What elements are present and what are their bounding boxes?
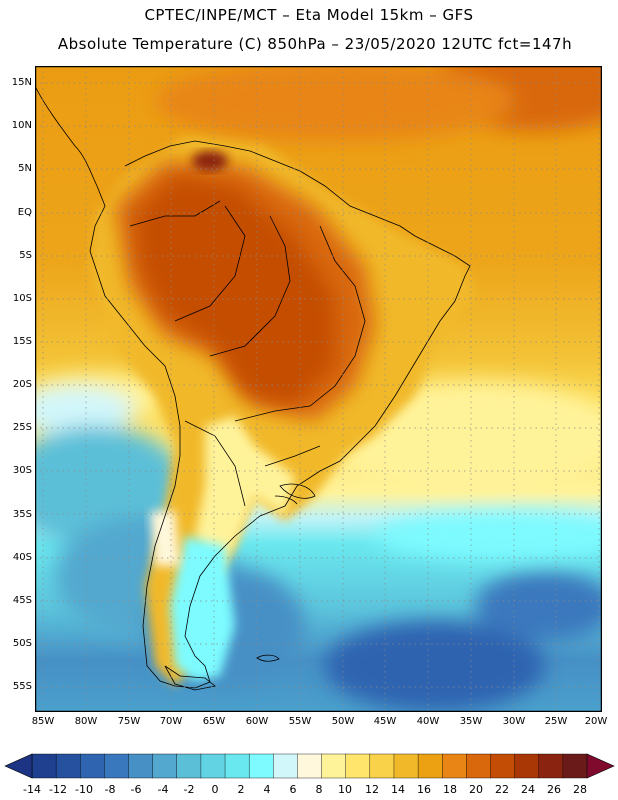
colorbar-label: 16 bbox=[417, 783, 431, 796]
colorbar-swatch bbox=[55, 753, 81, 779]
colorbar-swatch bbox=[417, 753, 443, 779]
colorbar bbox=[4, 753, 615, 779]
colorbar-label: 12 bbox=[365, 783, 379, 796]
lat-label: 55S bbox=[12, 681, 32, 692]
lat-label: 40S bbox=[12, 552, 32, 563]
colorbar-swatch bbox=[297, 753, 323, 779]
lon-label: 55W bbox=[288, 716, 312, 727]
colorbar-label: 18 bbox=[443, 783, 457, 796]
lat-label: 10N bbox=[11, 120, 32, 131]
lon-label: 75W bbox=[117, 716, 141, 727]
colorbar-swatch bbox=[273, 753, 298, 779]
lat-label: 45S bbox=[12, 595, 32, 606]
lon-label: 30W bbox=[502, 716, 526, 727]
colorbar-swatch bbox=[538, 753, 564, 779]
lon-label: 40W bbox=[416, 716, 440, 727]
lon-label: 85W bbox=[31, 716, 55, 727]
colorbar-swatch bbox=[80, 753, 105, 779]
colorbar-label: -10 bbox=[75, 783, 93, 796]
lat-label: 5S bbox=[19, 250, 32, 261]
colorbar-label: 2 bbox=[237, 783, 245, 796]
colorbar-label: 10 bbox=[338, 783, 352, 796]
colorbar-label: 4 bbox=[263, 783, 271, 796]
colorbar-label: 24 bbox=[521, 783, 535, 796]
colorbar-label: 14 bbox=[391, 783, 405, 796]
colorbar-label: 8 bbox=[315, 783, 323, 796]
colorbar-under-arrow bbox=[4, 753, 33, 779]
lat-label: 35S bbox=[12, 509, 32, 520]
colorbar-swatch bbox=[248, 753, 274, 779]
colorbar-swatch bbox=[152, 753, 178, 779]
lon-label: 25W bbox=[544, 716, 568, 727]
coastlines bbox=[35, 85, 471, 691]
lat-label: 20S bbox=[12, 379, 32, 390]
colorbar-swatch bbox=[224, 753, 250, 779]
colorbar-label: -6 bbox=[130, 783, 142, 796]
lon-label: 65W bbox=[202, 716, 226, 727]
lat-label: 10S bbox=[12, 293, 32, 304]
lon-label: 50W bbox=[331, 716, 355, 727]
colorbar-swatch bbox=[345, 753, 371, 779]
title-model-run: CPTEC/INPE/MCT – Eta Model 15km – GFS bbox=[144, 6, 474, 24]
map-border bbox=[35, 66, 602, 712]
colorbar-swatch bbox=[490, 753, 516, 779]
lat-label: 15S bbox=[12, 336, 32, 347]
graticule-lines bbox=[35, 66, 602, 712]
colorbar-label: -14 bbox=[23, 783, 41, 796]
lat-label: 25S bbox=[12, 422, 32, 433]
lat-label: 50S bbox=[12, 638, 32, 649]
colorbar-swatch bbox=[128, 753, 154, 779]
lon-label: 70W bbox=[159, 716, 183, 727]
lat-label: 15N bbox=[11, 77, 32, 88]
lat-label: 5N bbox=[18, 163, 32, 174]
colorbar-swatch bbox=[466, 753, 491, 779]
colorbar-swatch bbox=[514, 753, 540, 779]
colorbar-swatch bbox=[200, 753, 226, 779]
colorbar-label: -2 bbox=[183, 783, 195, 796]
colorbar-swatch bbox=[104, 753, 130, 779]
colorbar-label: 28 bbox=[573, 783, 587, 796]
colorbar-swatch bbox=[31, 753, 57, 779]
colorbar-swatch bbox=[393, 753, 419, 779]
colorbar-label: 26 bbox=[547, 783, 561, 796]
colorbar-label: -8 bbox=[104, 783, 116, 796]
colorbar-label: -12 bbox=[49, 783, 67, 796]
colorbar-label: 20 bbox=[469, 783, 483, 796]
colorbar-label: -4 bbox=[157, 783, 169, 796]
lon-label: 45W bbox=[373, 716, 397, 727]
south-america-landmass bbox=[90, 136, 475, 686]
lon-label: 60W bbox=[245, 716, 269, 727]
colorbar-label: 0 bbox=[211, 783, 219, 796]
colorbar-swatch bbox=[369, 753, 395, 779]
south-atlantic-cold-pool bbox=[325, 621, 545, 711]
colorbar-over-arrow bbox=[586, 753, 615, 779]
title-variable: Absolute Temperature (C) 850hPa – 23/05/… bbox=[57, 35, 573, 53]
lat-label: EQ bbox=[17, 207, 32, 218]
temperature-map bbox=[35, 66, 602, 712]
colorbar-swatch bbox=[321, 753, 347, 779]
colorbar-swatch bbox=[562, 753, 588, 779]
colorbar-label: 22 bbox=[495, 783, 509, 796]
lon-label: 80W bbox=[74, 716, 98, 727]
colorbar-swatch bbox=[176, 753, 202, 779]
lon-label: 20W bbox=[584, 716, 608, 727]
lon-label: 35W bbox=[459, 716, 483, 727]
lat-label: 30S bbox=[12, 465, 32, 476]
colorbar-swatch bbox=[442, 753, 467, 779]
colorbar-label: 6 bbox=[289, 783, 297, 796]
